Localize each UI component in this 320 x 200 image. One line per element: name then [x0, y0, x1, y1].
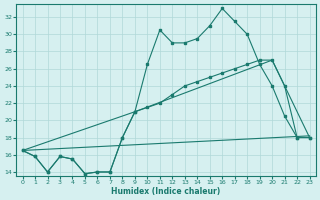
- X-axis label: Humidex (Indice chaleur): Humidex (Indice chaleur): [111, 187, 221, 196]
